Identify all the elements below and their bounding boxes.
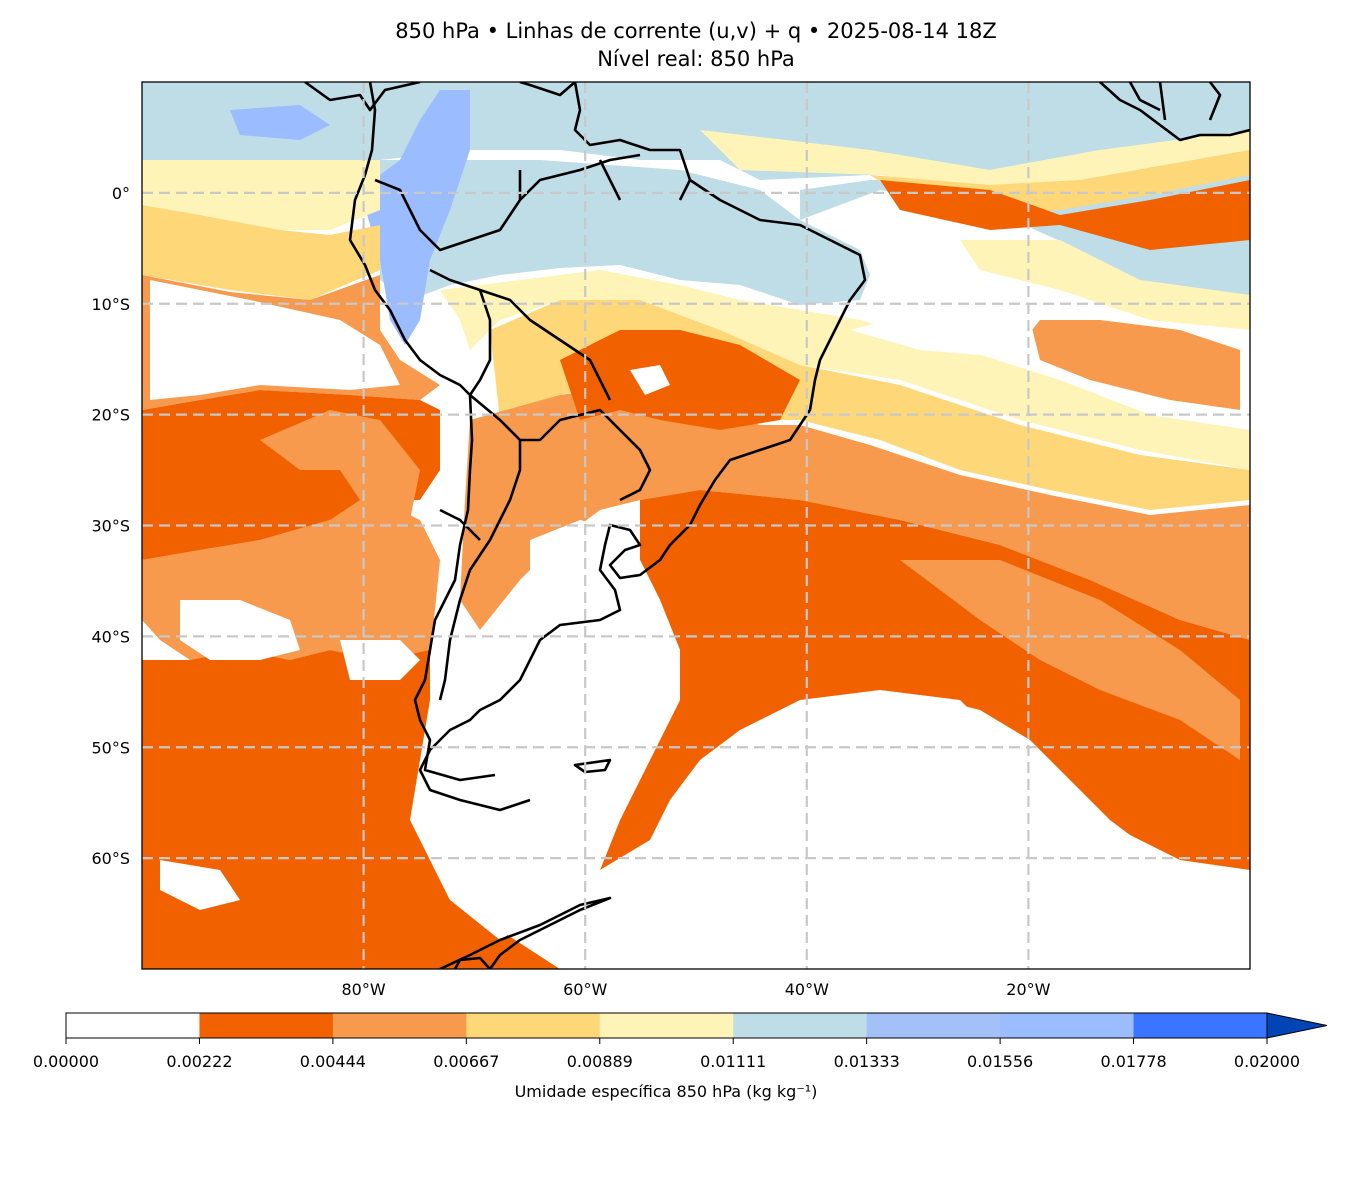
coast-antarctica (453, 956, 491, 969)
lat-tick-label: 40°S (91, 627, 130, 646)
colorbar-ticks: 0.00000 0.00222 0.00444 0.00667 0.00889 0.011… (33, 1038, 1300, 1071)
region-dry-patch-sw (160, 860, 240, 910)
colorbar-swatch (733, 1013, 868, 1038)
lon-tick-label: 80°W (342, 980, 386, 999)
region-cream-north-atl (700, 130, 1250, 190)
coast-pacific-south-america (348, 82, 496, 782)
colorbar-swatch (1000, 1013, 1135, 1038)
region-lorange-atl-streak (900, 560, 1240, 760)
region-dry-antarctic (440, 870, 1250, 969)
coast-caribbean (519, 82, 576, 97)
borders-africa (1128, 82, 1222, 121)
lon-tick-label: 20°W (1006, 980, 1050, 999)
lat-tick-label: 20°S (91, 406, 130, 425)
colorbar-swatch (1133, 1013, 1268, 1038)
region-dry-brazil (630, 365, 670, 395)
colorbar-tick-label: 0.01333 (834, 1052, 900, 1071)
lat-tick-label: 10°S (91, 295, 130, 314)
colorbar-label: Umidade específica 850 hPa (kg kg⁻¹) (515, 1082, 818, 1101)
region-lorange-swirl (260, 410, 420, 570)
colorbar-swatch (866, 1013, 1001, 1038)
region-pacific-moist (230, 105, 330, 140)
region-orange-tropical-atl (880, 180, 1250, 250)
colorbar-boxes (65, 1012, 1328, 1039)
colorbar-frame (65, 1012, 1268, 1039)
lat-tick-label: 30°S (91, 517, 130, 536)
gridlines (142, 82, 1250, 969)
colorbar-tick-label: 0.00222 (166, 1052, 232, 1071)
colorbar-tick-label: 0.00444 (300, 1052, 366, 1071)
colorbar-tick-label: 0.00889 (567, 1052, 633, 1071)
region-lorange-swirl-atl (1030, 320, 1240, 410)
lat-tick-label: 50°S (91, 738, 130, 757)
colorbar-tick-label: 0.00000 (33, 1052, 99, 1071)
region-dry-argentine-sea (430, 520, 680, 940)
colorbar-swatch (332, 1013, 467, 1038)
region-cream-tropical-atl (960, 240, 1250, 330)
country-borders (374, 153, 692, 701)
region-dry-atl-north (850, 300, 1040, 355)
region-dry-patch-pacific (180, 600, 300, 660)
colorbar-tick-label: 0.01556 (967, 1052, 1033, 1071)
coast-africa (1099, 82, 1250, 142)
coast-falklands (573, 758, 612, 774)
map-subtitle: Nível real: 850 hPa (597, 47, 795, 71)
lat-tick-label: 0° (112, 184, 130, 203)
region-dry-pacific-north (150, 280, 400, 400)
colorbar-tick-label: 0.02000 (1234, 1052, 1300, 1071)
region-lorange-central (460, 385, 1250, 640)
region-yellow-pacific (142, 205, 380, 300)
colorbar-tick-label: 0.01111 (700, 1052, 766, 1071)
lat-tick-label: 60°S (91, 849, 130, 868)
region-cream-pacific (142, 160, 380, 230)
lon-tick-labels: 80°W 60°W 40°W 20°W (342, 980, 1051, 999)
region-dry-patch-chile (340, 640, 420, 680)
colorbar-swatch (199, 1013, 334, 1038)
region-cream-central (440, 270, 1250, 470)
colorbar-swatch (599, 1013, 734, 1038)
coast-central-america (304, 82, 421, 112)
map-frame (141, 81, 1251, 970)
map-title: 850 hPa • Linhas de corrente (u,v) + q •… (395, 19, 997, 43)
colorbar-swatch (466, 1013, 601, 1038)
region-amazon (380, 160, 870, 305)
colorbar-tick-label: 0.00667 (433, 1052, 499, 1071)
region-orange-south-atlantic (600, 490, 1250, 870)
region-dry-south-atlantic (650, 695, 1150, 910)
colorbar-swatch (66, 1013, 200, 1038)
lon-tick-label: 40°W (785, 980, 829, 999)
coast-antarctic-peninsula (439, 896, 612, 969)
coast-atlantic-south-america (418, 82, 867, 812)
lon-tick-label: 60°W (563, 980, 607, 999)
colorbar-extend-arrow (1266, 1012, 1328, 1039)
lat-tick-labels: 0° 10°S 20°S 30°S 40°S 50°S 60°S (91, 184, 130, 868)
colorbar-tick-label: 0.01778 (1100, 1052, 1166, 1071)
region-orange-southwest (142, 650, 560, 969)
region-orange-brazil (560, 330, 800, 430)
coastlines (304, 82, 1250, 969)
